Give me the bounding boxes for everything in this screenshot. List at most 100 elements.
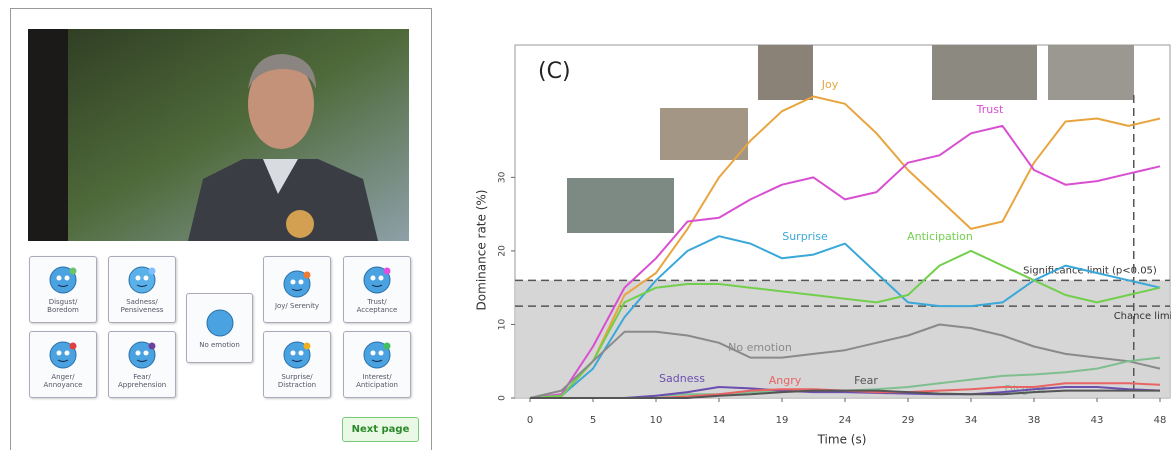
emotion-button[interactable]: No emotion (186, 293, 253, 363)
emotion-icon (128, 266, 156, 294)
series-label: Surprise (782, 230, 828, 243)
emotion-label: Trust/ Acceptance (356, 298, 398, 314)
y-tick-label: 10 (498, 318, 508, 330)
icon-part (64, 275, 70, 281)
x-tick-label: 29 (902, 415, 915, 426)
icon-part (383, 267, 391, 275)
emotion-icon (49, 266, 77, 294)
icon-part (378, 350, 384, 356)
icon-part (291, 359, 303, 362)
icon-part (283, 341, 311, 369)
emotion-label: Sadness/ Pensiveness (120, 298, 164, 314)
emotion-icon (206, 309, 233, 336)
emotion-icon (128, 341, 156, 369)
emotion-icon (49, 341, 77, 369)
series-line (529, 124, 1161, 399)
y-tick-label: 30 (498, 171, 508, 183)
y-axis-title: Dominance rate (%) (475, 190, 489, 311)
icon-part (136, 359, 148, 362)
emotion-button[interactable]: Joy/ Serenity (263, 256, 331, 323)
icon-part (136, 284, 148, 287)
thumbnail (660, 108, 748, 160)
series-line (529, 249, 1161, 399)
series-label: Fear (854, 374, 878, 387)
thumbnails (567, 45, 1134, 233)
emotion-label: Anger/ Annoyance (43, 373, 83, 389)
icon-part (56, 275, 62, 281)
icon-part (135, 350, 141, 356)
emotion-label: Joy/ Serenity (274, 302, 320, 310)
y-tick-label: 0 (498, 395, 508, 401)
x-tick-label: 14 (713, 415, 726, 426)
emotion-label: Surprise/ Distraction (277, 373, 317, 389)
icon-part (290, 279, 296, 285)
x-tick-label: 0 (527, 415, 533, 426)
emotion-button[interactable]: Interest/ Anticipation (343, 331, 411, 398)
icon-part (135, 275, 141, 281)
chart: (C) Time (s) Dominance rate (%) 0 10 20 30 0… (475, 44, 1171, 447)
icon-part (206, 309, 233, 336)
emotion-icon (283, 270, 311, 298)
series-line (529, 235, 1161, 399)
series-label: Sadness (659, 372, 705, 385)
emotion-button[interactable]: Surprise/ Distraction (263, 331, 331, 398)
x-tick-label: 38 (1028, 415, 1041, 426)
thumbnail (567, 178, 674, 233)
icon-part (283, 270, 311, 298)
y-tick-label: 20 (498, 245, 508, 257)
emotion-button[interactable]: Trust/ Acceptance (343, 256, 411, 323)
x-tick-label: 43 (1091, 415, 1104, 426)
chance-zone (515, 280, 1170, 398)
icon-part (378, 275, 384, 281)
icon-part (49, 266, 77, 294)
annotation-panel: Next page Disgust/ Boredom Sadness/ Pensi… (10, 8, 432, 450)
series-label: Angry (769, 374, 802, 387)
series-label: Joy (821, 78, 839, 91)
icon-part (128, 341, 156, 369)
icon-part (290, 350, 296, 356)
icon-part (128, 266, 156, 294)
icon-part (370, 275, 376, 281)
icon-part (371, 359, 383, 362)
video-frame (28, 29, 409, 241)
icon-part (49, 341, 77, 369)
x-tick-label: 5 (590, 415, 596, 426)
series-label: No emotion (728, 341, 792, 354)
next-button[interactable]: Next page (342, 417, 419, 442)
icon-part (64, 350, 70, 356)
x-tick-label: 34 (965, 415, 978, 426)
thumbnail (932, 45, 1037, 100)
emotion-button[interactable]: Disgust/ Boredom (29, 256, 97, 323)
reference-label: Chance limit (1114, 311, 1171, 322)
icon-part (57, 359, 69, 362)
thumbnail (1048, 45, 1134, 100)
icon-part (383, 342, 391, 350)
icon-part (148, 267, 156, 275)
emotion-label: Fear/ Apprehension (118, 373, 167, 389)
series-line (529, 323, 1161, 399)
emotion-button[interactable]: Fear/ Apprehension (108, 331, 176, 398)
emotion-button[interactable]: Anger/ Annoyance (29, 331, 97, 398)
icon-part (363, 266, 391, 294)
icon-part (363, 341, 391, 369)
icon-part (371, 284, 383, 287)
x-axis-title: Time (s) (817, 433, 867, 447)
x-tick-label: 19 (776, 415, 789, 426)
x-tick-label: 10 (650, 415, 663, 426)
icon-part (69, 342, 77, 350)
emotion-button[interactable]: Sadness/ Pensiveness (108, 256, 176, 323)
icon-part (303, 342, 311, 350)
icon-part (69, 267, 77, 275)
emotion-icon (363, 266, 391, 294)
series-label: Anticipation (907, 230, 973, 243)
icon-part (57, 284, 69, 287)
thumbnail (758, 45, 813, 100)
emotion-icon (283, 341, 311, 369)
series-label: Trust (976, 103, 1004, 116)
icon-part (148, 342, 156, 350)
icon-part (56, 350, 62, 356)
series-line (529, 95, 1161, 399)
x-tick-label: 48 (1154, 415, 1167, 426)
icon-part (298, 279, 304, 285)
series-line (530, 389, 1160, 399)
